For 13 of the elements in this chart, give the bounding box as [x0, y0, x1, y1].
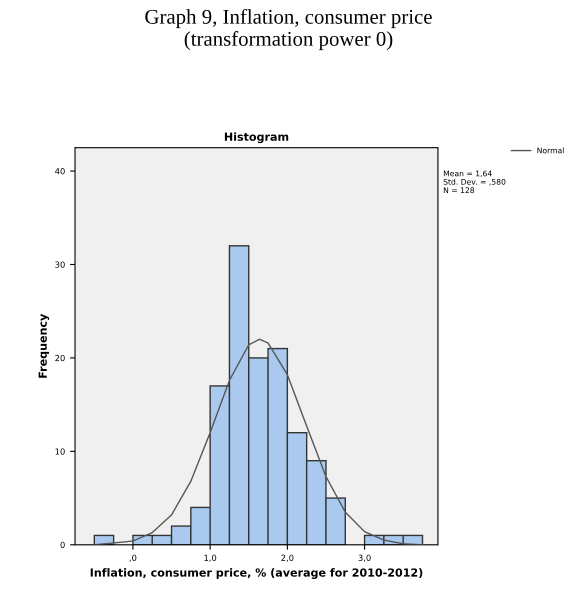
chart-subtitle: Histogram	[224, 132, 288, 144]
x-tick-label: 2,0	[281, 554, 294, 562]
x-tick-label: ,0	[130, 554, 136, 562]
y-tick-label: 0	[60, 542, 65, 548]
y-tick-label: 10	[56, 448, 65, 455]
x-axis-title: Inflation, consumer price, % (average for 2010-2012)	[90, 568, 422, 579]
x-tick-label: 1,0	[204, 554, 216, 562]
y-axis-title: Frequency	[38, 314, 50, 378]
chart-title: Graph 9, Inflation, consumer price (transformation power 0)	[145, 8, 432, 50]
y-tick-label: 30	[55, 261, 65, 268]
x-tick-label: 3,0	[358, 554, 371, 562]
y-tick-label: 40	[55, 168, 65, 174]
y-tick-label: 20	[55, 354, 65, 362]
